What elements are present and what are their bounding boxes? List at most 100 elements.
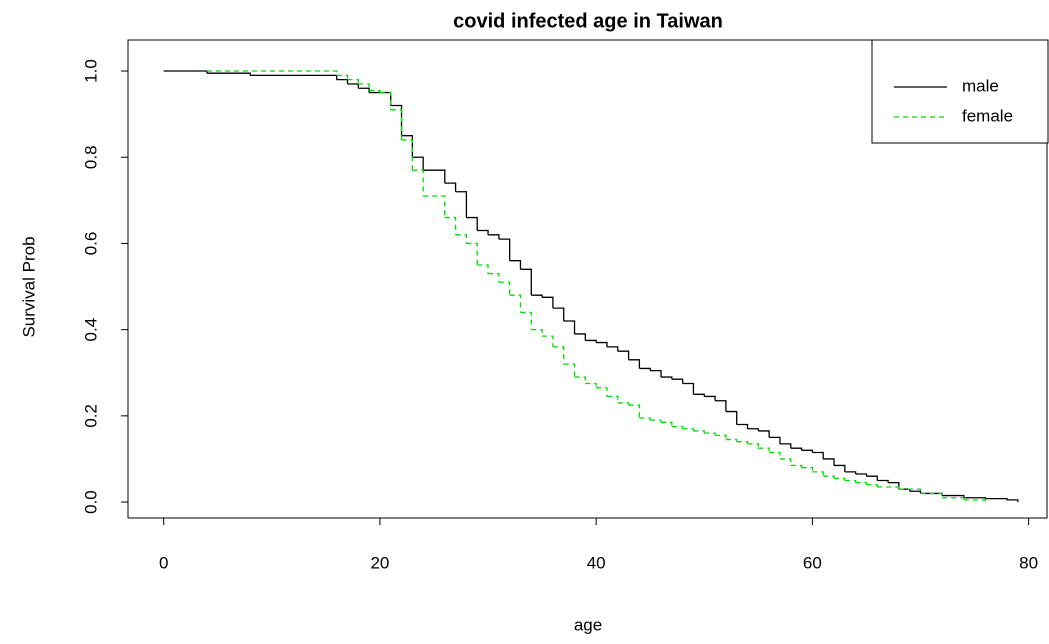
y-tick-label: 0.0: [81, 490, 100, 514]
step-segment: [401, 135, 413, 158]
step-segment: [336, 74, 349, 80]
step-segment: [866, 484, 878, 487]
step-segment: [617, 350, 630, 360]
step-segment: [369, 89, 381, 93]
x-tick-label: 80: [1019, 553, 1038, 572]
step-segment: [920, 492, 943, 498]
step-segment: [488, 234, 500, 240]
step-segment: [985, 497, 1008, 500]
step-segment: [520, 311, 532, 330]
step-segment: [909, 490, 922, 494]
step-segment: [531, 328, 543, 337]
step-segment: [379, 91, 392, 110]
step-segment: [769, 451, 781, 459]
chart-title: covid infected age in Taiwan: [453, 10, 723, 32]
step-segment: [455, 191, 468, 218]
step-segment: [574, 333, 586, 341]
step-segment: [801, 466, 814, 472]
x-tick-label: 20: [370, 553, 389, 572]
step-segment: [866, 475, 878, 481]
step-segment: [963, 497, 987, 499]
step-segment: [758, 447, 770, 453]
step-segment: [650, 369, 662, 378]
step-segment: [390, 109, 403, 140]
step-segment: [412, 169, 424, 197]
step-segment: [855, 473, 868, 477]
x-tick-label: 40: [587, 553, 606, 572]
step-segment: [779, 443, 792, 449]
step-segment: [639, 367, 651, 371]
step-segment: [898, 488, 922, 494]
step-segment: [671, 378, 684, 384]
legend-label: male: [962, 76, 999, 95]
step-segment: [650, 419, 662, 423]
step-segment: [790, 464, 803, 468]
step-segment: [455, 234, 468, 244]
plot-box: [127, 39, 1048, 519]
step-segment: [639, 417, 651, 421]
y-axis-label: Survival Prob: [19, 236, 38, 337]
step-segment: [877, 479, 889, 483]
step-segment: [498, 238, 511, 261]
step-segment: [390, 104, 403, 136]
step-segment: [163, 70, 208, 74]
step-segment: [596, 341, 608, 347]
step-segment: [942, 497, 965, 500]
step-segment: [509, 260, 522, 270]
step-segment: [736, 423, 749, 429]
step-segment: [509, 294, 522, 313]
step-segment: [725, 438, 738, 442]
step-segment: [531, 294, 543, 298]
step-segment: [347, 79, 359, 84]
step-segment: [877, 486, 900, 490]
step-segment: [606, 395, 619, 403]
step-segment: [812, 471, 824, 477]
step-segment: [542, 296, 554, 309]
x-tick-label: 0: [159, 553, 168, 572]
step-segment: [596, 387, 608, 397]
step-segment: [477, 264, 489, 274]
y-tick-label: 0.6: [81, 232, 100, 256]
step-segment: [661, 376, 673, 380]
step-segment: [628, 359, 641, 369]
step-segment: [801, 449, 814, 453]
step-segment: [693, 393, 705, 397]
step-segment: [401, 139, 413, 171]
step-segment: [704, 395, 716, 401]
step-segment: [520, 268, 532, 296]
step-segment: [715, 400, 727, 412]
step-segment: [369, 91, 392, 106]
step-segment: [423, 195, 446, 218]
step-segment: [1007, 499, 1019, 503]
step-segment: [552, 346, 565, 365]
step-segment: [358, 83, 370, 91]
step-segment: [206, 72, 251, 76]
step-segment: [812, 451, 824, 459]
step-segment: [844, 479, 857, 483]
step-segment: [693, 430, 705, 434]
y-tick-label: 1.0: [81, 59, 100, 83]
step-segment: [769, 436, 781, 444]
step-segment: [942, 494, 965, 498]
step-segment: [488, 272, 500, 283]
step-segment: [715, 434, 727, 440]
y-tick-label: 0.2: [81, 404, 100, 428]
step-segment: [444, 216, 457, 235]
step-segment: [563, 363, 576, 378]
step-segment: [747, 428, 759, 431]
x-tick-label: 60: [803, 553, 822, 572]
step-segment: [963, 499, 987, 503]
step-segment: [466, 242, 478, 265]
step-segment: [682, 382, 695, 395]
step-segment: [834, 477, 846, 481]
step-segment: [823, 458, 835, 466]
step-segment: [563, 320, 576, 334]
step-segment: [628, 404, 641, 419]
step-segment: [444, 182, 457, 192]
step-segment: [250, 74, 338, 80]
step-segment: [844, 471, 857, 475]
step-segment: [358, 87, 370, 93]
step-segment: [498, 281, 511, 296]
step-segment: [585, 382, 597, 388]
step-segment: [704, 432, 716, 436]
